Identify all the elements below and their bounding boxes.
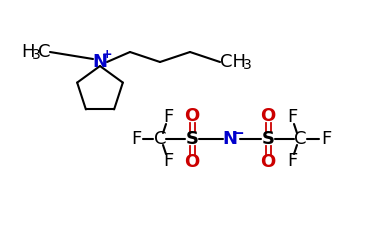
Text: O: O [184, 153, 200, 171]
Text: F: F [163, 108, 173, 126]
Text: 3: 3 [243, 58, 251, 72]
Text: N: N [93, 53, 107, 71]
Text: N: N [223, 130, 237, 148]
Text: C: C [154, 130, 166, 148]
Text: O: O [260, 153, 275, 171]
Text: F: F [287, 152, 297, 170]
Text: F: F [163, 152, 173, 170]
Text: C: C [294, 130, 306, 148]
Text: 3: 3 [32, 48, 40, 62]
Text: F: F [131, 130, 141, 148]
Text: +: + [102, 48, 112, 62]
Text: −: − [232, 126, 244, 142]
Text: H: H [21, 43, 35, 61]
Text: F: F [287, 108, 297, 126]
Text: O: O [184, 107, 200, 125]
Text: S: S [186, 130, 199, 148]
Text: C: C [38, 43, 50, 61]
Text: O: O [260, 107, 275, 125]
Text: S: S [261, 130, 274, 148]
Text: CH: CH [220, 53, 246, 71]
Text: F: F [321, 130, 331, 148]
